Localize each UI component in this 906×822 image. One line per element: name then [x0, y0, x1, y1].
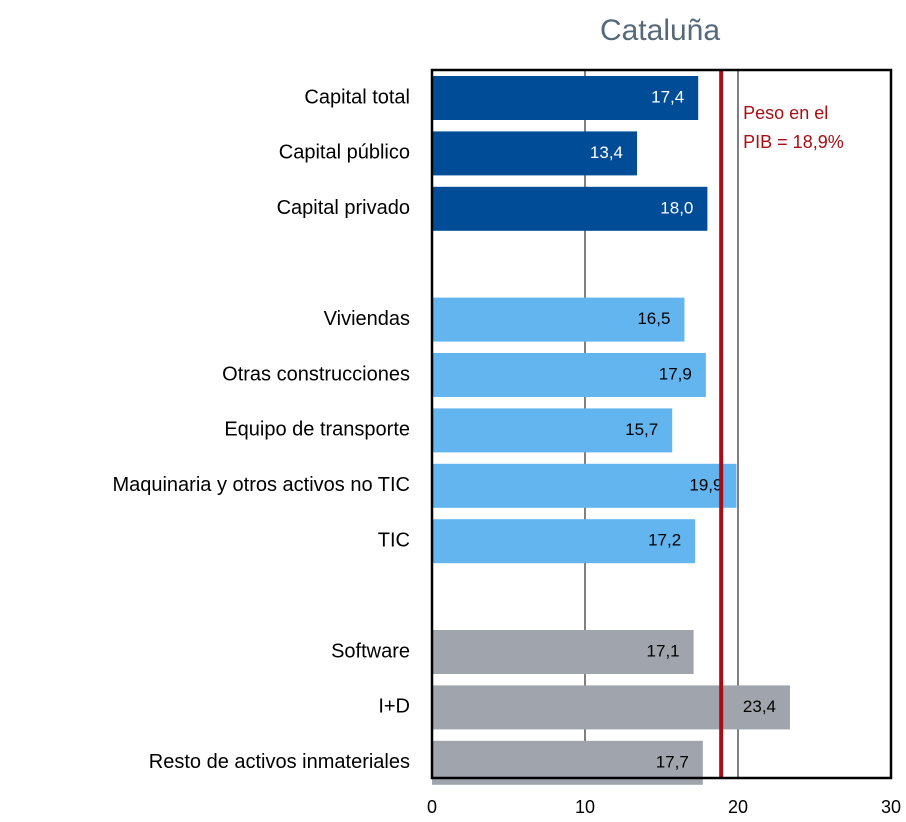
- x-tick-label: 10: [575, 797, 595, 817]
- bar: [432, 297, 685, 342]
- value-label: 17,9: [659, 364, 692, 383]
- plot-frame: [430, 68, 893, 780]
- y-tick-label: Capital público: [279, 142, 410, 164]
- value-label: 17,7: [656, 752, 689, 771]
- y-tick-label: Capital privado: [277, 197, 410, 219]
- value-label: 13,4: [590, 143, 623, 162]
- y-tick-label: TIC: [378, 529, 410, 551]
- annotation: Peso en el: [743, 103, 828, 123]
- bar: [432, 131, 638, 176]
- x-tick-label: 20: [728, 797, 748, 817]
- value-label: 18,0: [660, 198, 693, 217]
- bar: [432, 408, 673, 453]
- y-tick-label: Viviendas: [324, 308, 410, 330]
- y-tick-label: Otras construcciones: [222, 363, 410, 385]
- y-tick-label: Equipo de transporte: [224, 419, 410, 441]
- y-tick-label: Capital total: [304, 86, 410, 108]
- y-tick-label: Resto de activos inmateriales: [149, 751, 410, 773]
- bar: [432, 685, 791, 730]
- y-tick-label: I+D: [378, 696, 410, 718]
- bar: [432, 76, 699, 120]
- value-label: 17,2: [648, 531, 681, 550]
- value-label: 17,1: [647, 641, 680, 660]
- value-label: 19,9: [689, 475, 722, 494]
- bar: [432, 519, 696, 564]
- x-tick-label: 30: [881, 797, 901, 817]
- y-tick-label: Software: [331, 640, 410, 662]
- value-label: 15,7: [625, 420, 658, 439]
- annotation: PIB = 18,9%: [743, 132, 844, 152]
- bar: [432, 353, 706, 397]
- value-label: 17,4: [651, 87, 684, 106]
- value-label: 16,5: [637, 309, 670, 328]
- value-label: 23,4: [743, 697, 776, 716]
- bar: [432, 630, 694, 674]
- y-tick-label: Maquinaria y otros activos no TIC: [112, 474, 410, 496]
- x-tick-label: 0: [427, 797, 437, 817]
- chart-title: Cataluña: [600, 14, 720, 47]
- bar: [432, 186, 708, 231]
- bar: [432, 463, 737, 508]
